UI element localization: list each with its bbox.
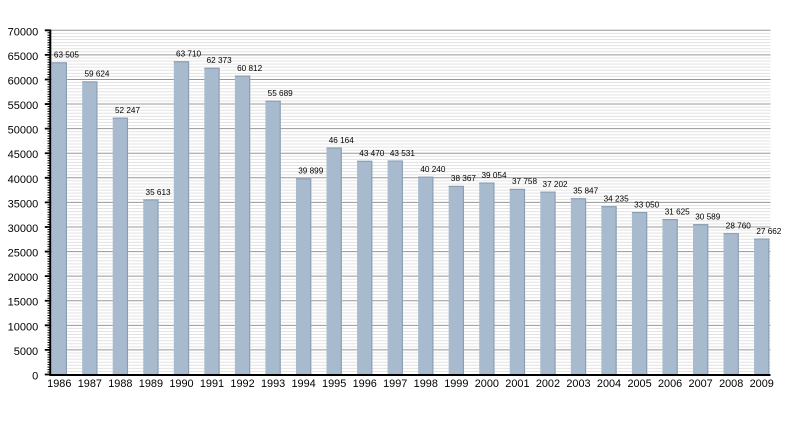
- svg-text:2006: 2006: [658, 378, 682, 390]
- svg-text:28 760: 28 760: [726, 221, 751, 230]
- svg-text:60 812: 60 812: [237, 64, 262, 73]
- svg-text:1996: 1996: [353, 378, 377, 390]
- svg-text:1989: 1989: [139, 378, 163, 390]
- svg-text:63 710: 63 710: [176, 50, 201, 59]
- svg-text:2005: 2005: [627, 378, 651, 390]
- svg-text:63 505: 63 505: [54, 51, 79, 60]
- svg-text:2001: 2001: [505, 378, 529, 390]
- svg-text:1988: 1988: [108, 378, 132, 390]
- svg-text:2007: 2007: [689, 378, 713, 390]
- svg-text:59 624: 59 624: [84, 70, 109, 79]
- svg-text:1991: 1991: [200, 378, 224, 390]
- svg-text:2009: 2009: [750, 378, 774, 390]
- svg-text:50000: 50000: [8, 125, 39, 137]
- svg-text:1995: 1995: [322, 378, 346, 390]
- svg-text:40000: 40000: [8, 174, 39, 186]
- svg-text:34 235: 34 235: [604, 195, 629, 204]
- svg-text:35 613: 35 613: [146, 188, 171, 197]
- svg-text:30 589: 30 589: [695, 212, 720, 221]
- svg-text:55 689: 55 689: [268, 89, 293, 98]
- svg-text:1990: 1990: [169, 378, 193, 390]
- svg-text:31 625: 31 625: [665, 207, 690, 216]
- svg-text:30000: 30000: [8, 223, 39, 235]
- svg-text:10000: 10000: [8, 321, 39, 333]
- svg-text:60000: 60000: [8, 75, 39, 87]
- svg-text:43 531: 43 531: [390, 149, 415, 158]
- svg-text:39 899: 39 899: [298, 167, 323, 176]
- svg-text:2000: 2000: [475, 378, 499, 390]
- svg-text:1999: 1999: [444, 378, 468, 390]
- svg-text:65000: 65000: [8, 51, 39, 63]
- svg-text:0: 0: [32, 371, 38, 383]
- svg-text:33 050: 33 050: [634, 200, 659, 209]
- svg-text:27 662: 27 662: [756, 227, 781, 236]
- svg-text:1986: 1986: [47, 378, 71, 390]
- svg-text:1994: 1994: [292, 378, 316, 390]
- svg-text:45000: 45000: [8, 149, 39, 161]
- svg-text:1993: 1993: [261, 378, 285, 390]
- svg-text:1997: 1997: [383, 378, 407, 390]
- svg-text:52 247: 52 247: [115, 106, 140, 115]
- svg-text:62 373: 62 373: [207, 56, 232, 65]
- svg-text:35 847: 35 847: [573, 187, 598, 196]
- svg-text:40 240: 40 240: [420, 165, 445, 174]
- svg-text:25000: 25000: [8, 248, 39, 260]
- svg-text:2008: 2008: [719, 378, 743, 390]
- svg-text:2004: 2004: [597, 378, 621, 390]
- svg-text:37 202: 37 202: [543, 180, 568, 189]
- svg-text:46 164: 46 164: [329, 136, 354, 145]
- svg-text:39 054: 39 054: [481, 171, 506, 180]
- svg-text:2002: 2002: [536, 378, 560, 390]
- svg-text:1998: 1998: [414, 378, 438, 390]
- svg-text:37 758: 37 758: [512, 177, 537, 186]
- svg-text:20000: 20000: [8, 272, 39, 284]
- svg-text:1987: 1987: [78, 378, 102, 390]
- svg-text:38 367: 38 367: [451, 174, 476, 183]
- svg-text:55000: 55000: [8, 100, 39, 112]
- svg-text:43 470: 43 470: [359, 149, 384, 158]
- svg-text:1992: 1992: [230, 378, 254, 390]
- svg-text:35000: 35000: [8, 198, 39, 210]
- svg-text:15000: 15000: [8, 297, 39, 309]
- svg-text:5000: 5000: [14, 346, 38, 358]
- svg-text:70000: 70000: [8, 26, 39, 38]
- svg-text:2003: 2003: [566, 378, 590, 390]
